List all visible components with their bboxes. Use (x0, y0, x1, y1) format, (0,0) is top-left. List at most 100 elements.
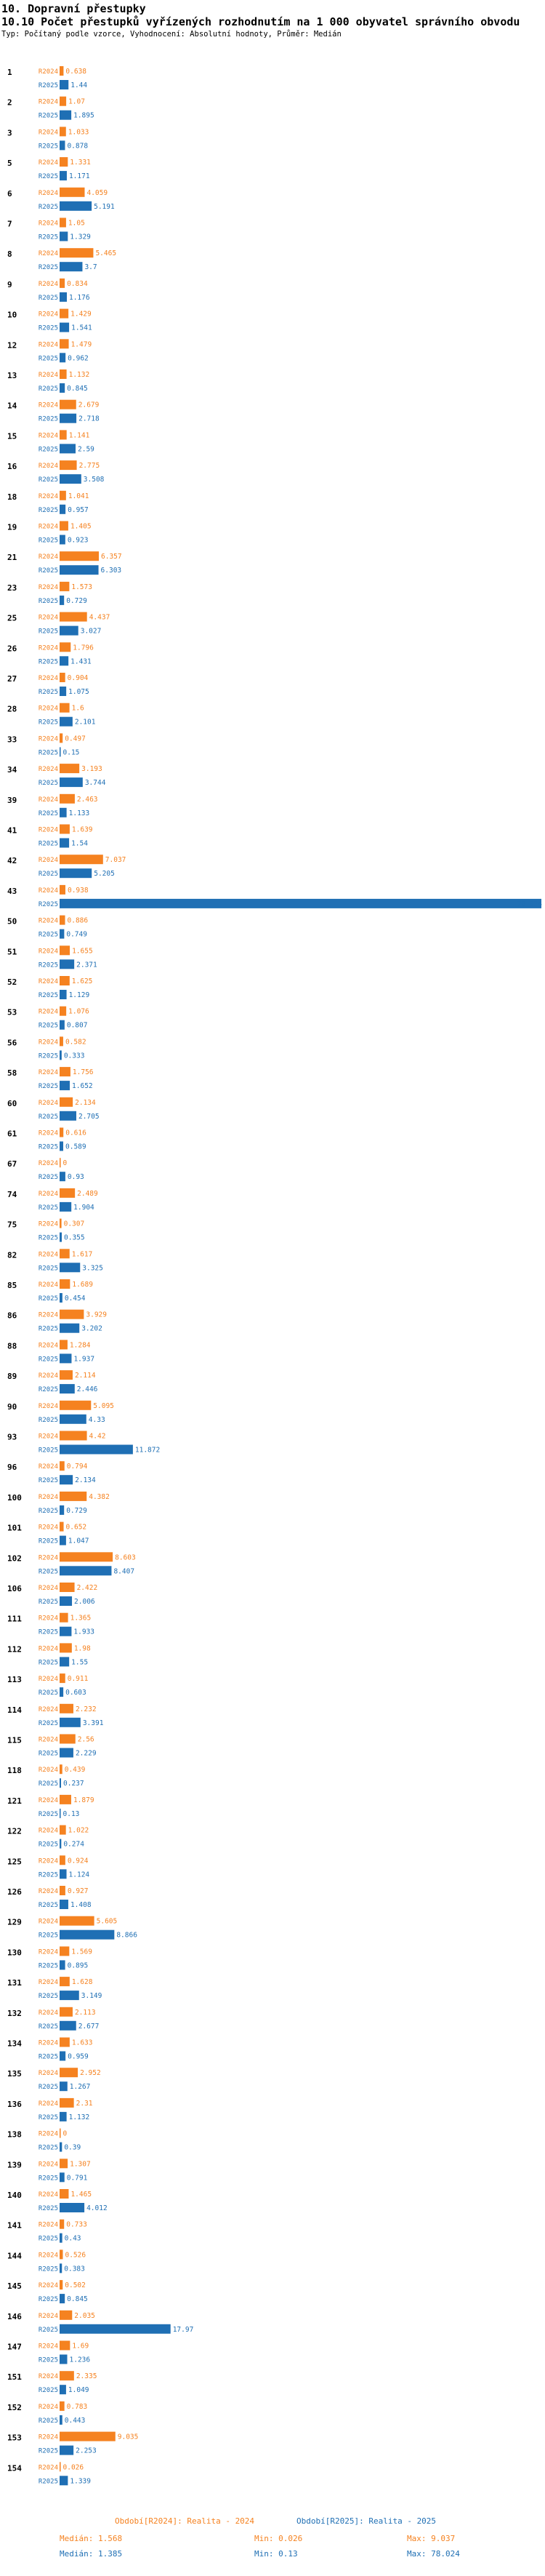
category-label: 89 (7, 1372, 17, 1381)
category-label: 93 (7, 1433, 17, 1442)
value-label-2024: 0.652 (66, 1524, 87, 1532)
row-label-2025: R2025 (39, 1417, 58, 1424)
row-label-2024: R2024 (39, 1857, 58, 1865)
value-label-2025: 3.7 (84, 263, 97, 271)
row-label-2024: R2024 (39, 2252, 58, 2259)
value-label-2025: 2.59 (78, 445, 94, 453)
row-label-2025: R2025 (39, 446, 58, 453)
value-label-2024: 1.041 (68, 492, 89, 500)
value-label-2024: 1.284 (70, 1341, 91, 1349)
value-label-2024: 0.582 (65, 1038, 86, 1046)
category-label: 144 (7, 2251, 22, 2260)
row-label-2025: R2025 (39, 325, 58, 332)
category-label: 23 (7, 583, 17, 593)
max-2025: Max: 78.024 (407, 2549, 460, 2559)
value-label-2025: 2.006 (74, 1598, 95, 1606)
bar-2024 (60, 1643, 72, 1653)
bar-2025 (60, 2233, 62, 2243)
row-label-2024: R2024 (39, 2040, 58, 2047)
value-label-2025: 0.39 (64, 2144, 81, 2152)
category-label: 141 (7, 2221, 22, 2231)
row-label-2024: R2024 (39, 341, 58, 348)
bar-2025 (60, 1384, 75, 1394)
value-label-2025: 2.229 (76, 1750, 97, 1758)
row-label-2024: R2024 (39, 311, 58, 319)
value-label-2024: 0.502 (65, 2281, 86, 2289)
value-label-2024: 8.603 (115, 1553, 136, 1561)
bar-2024 (60, 2280, 63, 2290)
bar-2025 (60, 353, 66, 363)
value-label-2025: 3.391 (83, 1719, 104, 1727)
category-label: 146 (7, 2312, 22, 2321)
bar-2025 (60, 687, 67, 696)
bar-2025 (60, 1505, 65, 1515)
bar-2024 (60, 1067, 70, 1077)
bar-2024 (60, 187, 85, 197)
value-label-2024: 1.07 (68, 98, 85, 106)
bar-2024 (60, 1491, 87, 1501)
value-label-2025: 3.325 (82, 1264, 103, 1272)
category-label: 100 (7, 1493, 22, 1503)
bar-2024 (60, 217, 66, 228)
category-label: 41 (7, 826, 17, 836)
row-label-2024: R2024 (39, 2222, 58, 2229)
row-label-2025: R2025 (39, 992, 58, 999)
value-label-2024: 0.026 (63, 2463, 84, 2471)
value-label-2025: 5.205 (94, 870, 115, 878)
row-label-2025: R2025 (39, 1356, 58, 1363)
row-label-2025: R2025 (39, 1386, 58, 1393)
value-label-2024: 0.886 (68, 917, 89, 925)
row-label-2025: R2025 (39, 1871, 58, 1879)
value-label-2025: 0.43 (65, 2235, 81, 2243)
bar-2024 (60, 1886, 65, 1895)
value-label-2025: 1.047 (68, 1537, 89, 1545)
row-label-2024: R2024 (39, 2434, 58, 2441)
bar-2025 (60, 413, 77, 423)
value-label-2024: 1.141 (69, 431, 90, 439)
value-label-2024: 1.033 (68, 128, 89, 136)
median-2024: Medián: 1.568 (60, 2534, 123, 2543)
bar-2024 (60, 460, 77, 471)
bar-2025 (60, 1081, 70, 1091)
category-label: 33 (7, 735, 17, 744)
category-label: 5 (7, 159, 12, 168)
row-label-2025: R2025 (39, 658, 58, 665)
value-label-2024: 2.489 (77, 1190, 98, 1198)
row-label-2024: R2024 (39, 1494, 58, 1501)
chart-subtitle: Typ: Počítaný podle vzorce, Vyhodnocení:… (1, 30, 342, 39)
value-label-2025: 2.371 (76, 961, 97, 969)
row-label-2024: R2024 (39, 129, 58, 136)
category-label: 126 (7, 1887, 22, 1897)
value-label-2025: 0.749 (66, 931, 87, 939)
value-label-2025: 1.54 (71, 840, 88, 848)
category-label: 13 (7, 371, 17, 380)
row-label-2024: R2024 (39, 1767, 58, 1774)
value-label-2025: 1.541 (71, 324, 92, 332)
value-label-2024: 1.365 (70, 1615, 92, 1623)
row-label-2025: R2025 (39, 1780, 58, 1788)
category-label: 113 (7, 1675, 22, 1684)
row-label-2025: R2025 (39, 1841, 58, 1849)
row-label-2025: R2025 (39, 719, 58, 727)
bar-2024 (60, 1855, 65, 1865)
category-label: 16 (7, 462, 17, 471)
row-label-2025: R2025 (39, 1235, 58, 1242)
bar-2024 (60, 490, 66, 500)
row-label-2025: R2025 (39, 1902, 58, 1909)
row-label-2025: R2025 (39, 2265, 58, 2273)
row-label-2025: R2025 (39, 1629, 58, 1636)
bar-2025 (60, 2476, 68, 2486)
bar-2024 (60, 2371, 74, 2381)
value-label-2025: 0.923 (68, 537, 89, 545)
row-label-2025: R2025 (39, 1204, 58, 1212)
row-label-2025: R2025 (39, 416, 58, 423)
bar-2024 (60, 612, 87, 622)
bar-2025 (60, 1444, 133, 1455)
category-label: 19 (7, 523, 17, 532)
row-label-2024: R2024 (39, 250, 58, 257)
row-label-2024: R2024 (39, 1888, 58, 1895)
row-label-2024: R2024 (39, 1281, 58, 1289)
bar-2025 (60, 1869, 67, 1879)
value-label-2024: 1.573 (71, 583, 92, 591)
bar-2025 (60, 1839, 62, 1849)
